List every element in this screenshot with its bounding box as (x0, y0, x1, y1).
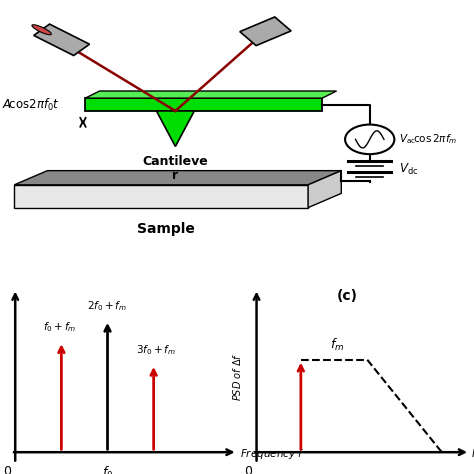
Text: $A\!\cos\!2\pi f_0 t$: $A\!\cos\!2\pi f_0 t$ (2, 97, 60, 113)
Text: Cantileve: Cantileve (143, 155, 208, 168)
Text: $3f_0+f_m$: $3f_0+f_m$ (136, 343, 176, 357)
Polygon shape (34, 24, 90, 55)
Ellipse shape (32, 25, 51, 35)
Text: Frequenc: Frequenc (472, 448, 474, 459)
Polygon shape (85, 91, 337, 98)
Polygon shape (240, 17, 291, 46)
Text: Sample: Sample (137, 222, 195, 236)
Text: $f_0+f_m$: $f_0+f_m$ (43, 320, 76, 334)
Text: $f_0$: $f_0$ (102, 465, 113, 474)
Text: 0: 0 (245, 465, 253, 474)
Polygon shape (308, 171, 341, 208)
Polygon shape (156, 111, 194, 146)
Polygon shape (14, 185, 308, 208)
Text: Frequency $f$: Frequency $f$ (240, 447, 304, 461)
Text: $V_{\rm ac}\!\cos 2\pi f_m$: $V_{\rm ac}\!\cos 2\pi f_m$ (399, 132, 457, 146)
Text: r: r (173, 169, 178, 182)
Text: 0: 0 (3, 465, 11, 474)
Text: $2f_0+f_m$: $2f_0+f_m$ (87, 299, 128, 313)
Polygon shape (14, 171, 341, 185)
Circle shape (345, 125, 394, 154)
Text: $f_m$: $f_m$ (330, 337, 344, 353)
Polygon shape (85, 98, 322, 111)
Text: $V_{\rm dc}$: $V_{\rm dc}$ (399, 162, 419, 177)
Text: PSD of $\Delta f$: PSD of $\Delta f$ (231, 353, 243, 401)
Text: (c): (c) (337, 289, 358, 303)
